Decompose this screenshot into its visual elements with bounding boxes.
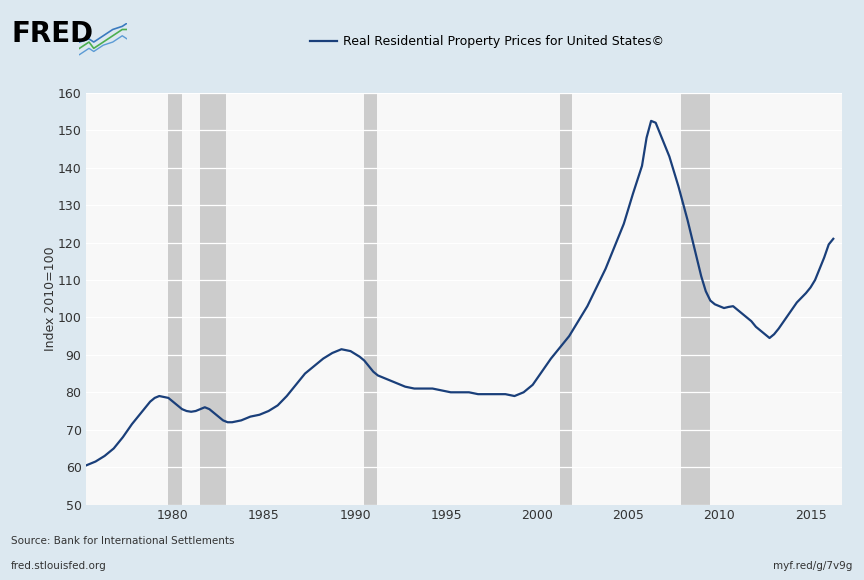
Bar xyxy=(200,93,226,505)
Y-axis label: Index 2010=100: Index 2010=100 xyxy=(44,246,57,351)
Text: .: . xyxy=(72,20,79,39)
Legend: Real Residential Property Prices for United States©: Real Residential Property Prices for Uni… xyxy=(309,35,664,48)
Text: Source: Bank for International Settlements: Source: Bank for International Settlemen… xyxy=(11,536,235,546)
Bar xyxy=(560,93,572,505)
Text: myf.red/g/7v9g: myf.red/g/7v9g xyxy=(773,561,853,571)
Bar xyxy=(681,93,710,505)
Text: fred.stlouisfed.org: fred.stlouisfed.org xyxy=(11,561,107,571)
Bar xyxy=(365,93,377,505)
Text: FRED: FRED xyxy=(11,20,93,48)
Bar xyxy=(168,93,182,505)
